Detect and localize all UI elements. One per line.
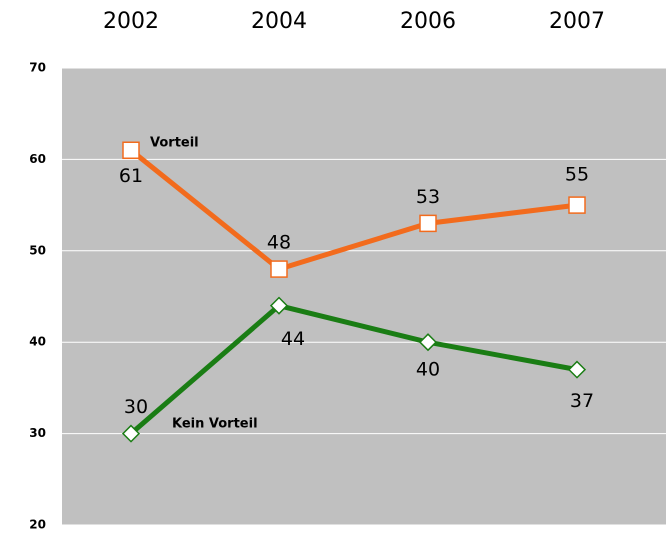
series-line — [129, 302, 578, 436]
marker — [122, 141, 140, 160]
x-tick-label: 2007 — [549, 9, 605, 34]
data-label: 55 — [565, 164, 589, 186]
y-tick-label: 30 — [29, 426, 46, 440]
data-label: 37 — [570, 390, 594, 412]
x-tick-label: 2002 — [103, 9, 159, 34]
data-label: 53 — [416, 186, 440, 208]
data-label: 48 — [267, 232, 291, 254]
y-tick-label: 50 — [29, 243, 46, 257]
marker — [418, 333, 438, 352]
data-label: 44 — [281, 328, 305, 350]
marker — [567, 360, 587, 379]
marker — [270, 260, 288, 278]
data-label: 61 — [119, 165, 143, 187]
plot-area — [62, 68, 666, 525]
marker — [568, 196, 586, 214]
y-tick-label: 60 — [29, 152, 46, 166]
y-tick-label: 70 — [29, 61, 46, 75]
x-tick-label: 2004 — [251, 9, 307, 34]
marker — [269, 296, 289, 315]
marker — [121, 424, 141, 443]
x-tick-label: 2006 — [400, 9, 456, 34]
data-label: 30 — [124, 396, 148, 418]
marker — [419, 214, 437, 233]
data-label: 40 — [416, 359, 440, 381]
series-name: Kein Vorteil — [172, 417, 258, 432]
y-tick-label: 20 — [29, 518, 46, 532]
series-line — [129, 148, 578, 272]
y-tick-label: 40 — [29, 335, 46, 349]
series-name: Vorteil — [150, 136, 199, 151]
